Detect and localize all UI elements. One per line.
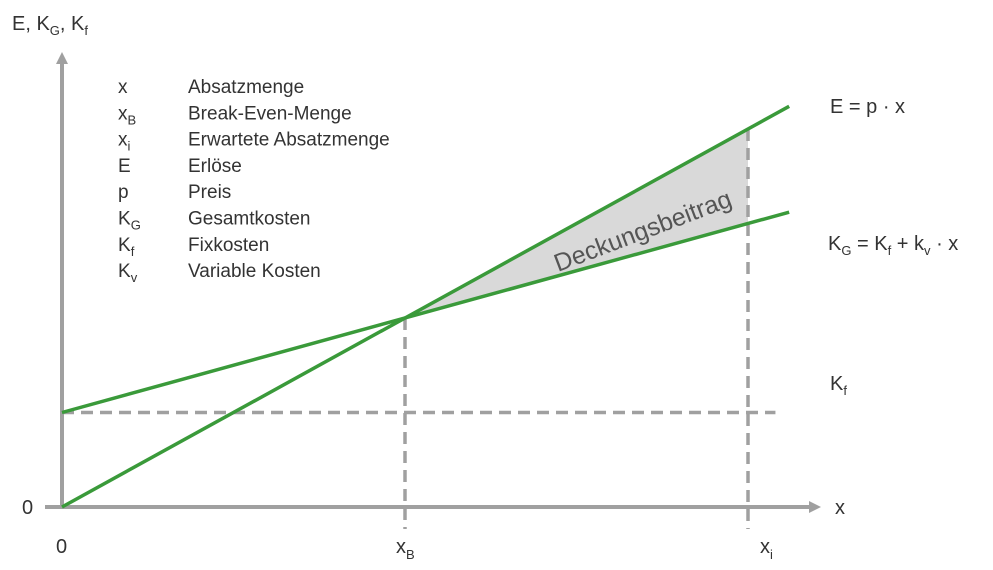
legend-desc: Preis	[188, 182, 231, 203]
legend-desc: Break-Even-Menge	[188, 103, 352, 124]
legend-desc: Absatzmenge	[188, 77, 304, 98]
legend-key: p	[118, 182, 129, 203]
legend-desc: Erwartete Absatzmenge	[188, 130, 390, 151]
x-axis-label: x	[835, 497, 845, 519]
legend-desc: Gesamtkosten	[188, 209, 311, 230]
legend-key: KG	[118, 209, 141, 233]
total-cost-line	[61, 210, 790, 415]
legend-key: xB	[118, 103, 136, 127]
legend-desc: Erlöse	[188, 156, 242, 177]
y-axis-label: E, KG, Kf	[12, 13, 88, 38]
legend-desc: Fixkosten	[188, 235, 269, 256]
x-tick-zero: 0	[56, 536, 67, 558]
legend: x Absatzmenge xB Break-Even-Menge xi Erwartet…	[118, 77, 390, 285]
series-label-fixed-cost: Kf	[830, 373, 847, 398]
revenue-line	[61, 104, 791, 509]
x-tick-xi: xi	[760, 536, 773, 562]
x-tick-xb: xB	[396, 536, 415, 562]
legend-key: x	[118, 77, 128, 98]
legend-key: Kv	[118, 261, 138, 285]
y-tick-zero: 0	[22, 497, 33, 519]
series-label-total-cost: KG = Kf + kv · x	[828, 233, 958, 258]
legend-key: Kf	[118, 235, 135, 259]
series-label-revenue: E = p · x	[830, 96, 905, 118]
legend-key: E	[118, 156, 131, 177]
legend-key: xi	[118, 130, 131, 154]
legend-desc: Variable Kosten	[188, 261, 321, 282]
